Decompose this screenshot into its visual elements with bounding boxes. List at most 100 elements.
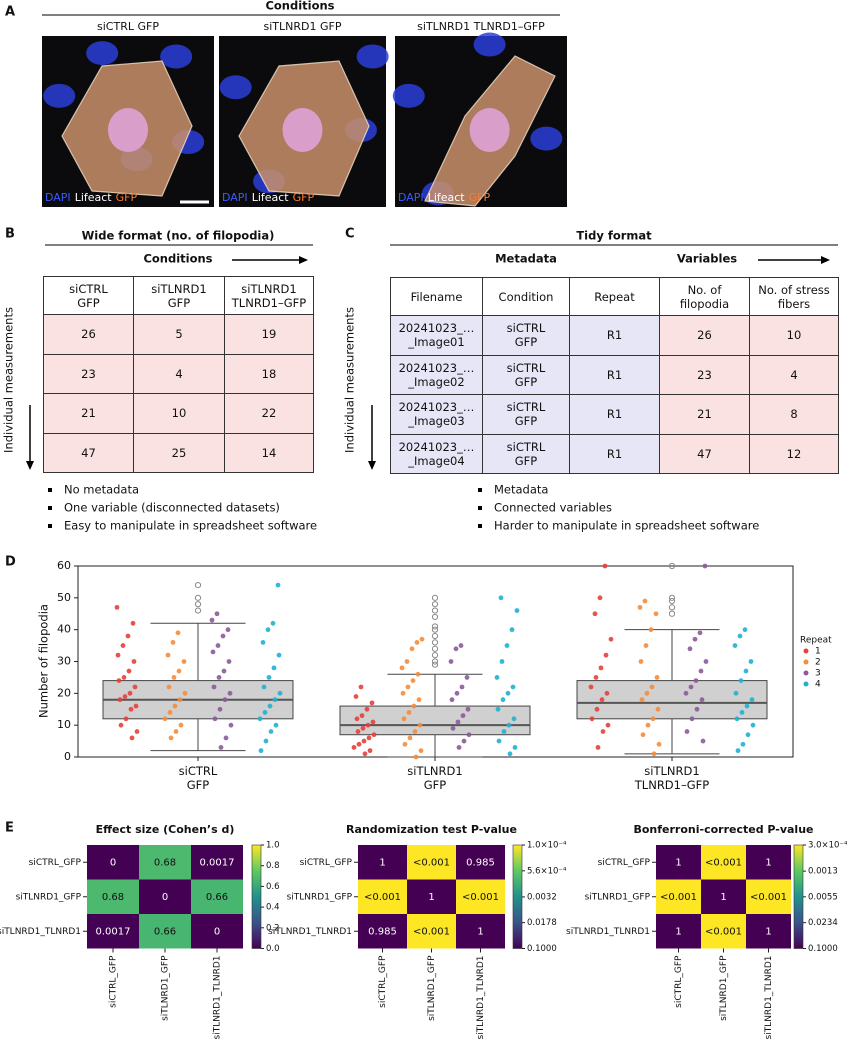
stain-label: Lifeact xyxy=(252,191,290,204)
cell-label: <0.001 xyxy=(364,892,401,903)
heatmap-title: Randomization test P-value xyxy=(346,823,517,836)
point xyxy=(275,582,281,588)
point xyxy=(128,706,134,712)
heatmap-cell xyxy=(407,914,456,949)
cell-label: 1 xyxy=(675,926,681,937)
colorbar-tick-label: 0.0013 xyxy=(808,867,838,877)
point xyxy=(598,665,604,671)
point xyxy=(455,719,461,725)
table-cell: 20241023_… _Image03 xyxy=(390,394,483,435)
point xyxy=(683,690,689,696)
nucleus xyxy=(43,83,76,108)
cell-label: 1 xyxy=(477,926,483,937)
point xyxy=(501,729,507,734)
table-cell: 26 xyxy=(659,315,750,356)
point xyxy=(399,665,405,671)
point xyxy=(744,703,750,709)
point xyxy=(225,627,231,633)
point xyxy=(640,732,646,738)
outlier xyxy=(431,626,439,633)
point xyxy=(226,659,232,664)
outlier xyxy=(431,601,439,608)
point xyxy=(592,611,598,617)
table-header: siTLNRD1 TLNRD1–GFP xyxy=(224,276,314,315)
point xyxy=(127,690,133,696)
point xyxy=(461,738,467,744)
point xyxy=(448,659,454,664)
table-header: No. of stress fibers xyxy=(749,277,839,316)
point xyxy=(178,722,184,728)
point xyxy=(132,684,138,690)
point xyxy=(510,684,516,690)
point xyxy=(129,735,135,741)
point xyxy=(653,611,659,617)
cell-label: 1 xyxy=(379,857,385,868)
table-cell: siCTRL GFP xyxy=(482,394,570,435)
point xyxy=(215,643,221,648)
table-title: Tidy format xyxy=(576,229,652,243)
point xyxy=(360,725,366,731)
outlier xyxy=(431,607,439,614)
nucleus xyxy=(392,83,425,108)
bullet-text: Connected variables xyxy=(494,501,612,515)
point xyxy=(417,722,423,728)
axis-caption: Conditions xyxy=(143,252,212,266)
y-tick-label: 40 xyxy=(57,623,71,636)
point xyxy=(130,620,136,626)
heatmap-cell xyxy=(456,914,505,949)
image-title: siCTRL GFP xyxy=(97,20,159,33)
point xyxy=(221,668,227,674)
point xyxy=(416,697,422,703)
point xyxy=(361,738,367,744)
point xyxy=(171,675,177,680)
heatmap-cell xyxy=(358,845,407,880)
point xyxy=(740,741,746,747)
point xyxy=(649,684,655,690)
point xyxy=(268,729,274,734)
legend-swatch xyxy=(803,659,809,665)
bullet xyxy=(48,524,52,528)
point xyxy=(600,729,606,734)
point xyxy=(407,735,413,741)
point xyxy=(743,668,749,674)
y-tick-label: 60 xyxy=(57,559,71,572)
table-cell: 20241023_… _Image01 xyxy=(390,315,483,356)
point xyxy=(209,617,215,623)
outlier xyxy=(194,582,202,589)
point xyxy=(211,684,217,690)
cell-nucleus xyxy=(282,108,323,153)
column-label: siTLNRD1_TLNRD1 xyxy=(213,956,223,1040)
point xyxy=(745,732,751,738)
point xyxy=(638,659,644,664)
outlier xyxy=(431,613,439,621)
point xyxy=(449,697,455,703)
point xyxy=(210,649,216,655)
heatmap-cell xyxy=(87,845,139,880)
heatmap-cell xyxy=(656,914,701,949)
panel-label: B xyxy=(5,227,15,242)
table-cell: 12 xyxy=(749,433,839,475)
point xyxy=(697,630,703,636)
heatmap-cell xyxy=(656,879,701,914)
point xyxy=(165,652,171,658)
cell-label: <0.001 xyxy=(750,892,787,903)
colorbar-tick-label: 0.0 xyxy=(266,944,280,954)
point xyxy=(181,659,187,664)
point xyxy=(644,690,650,696)
point xyxy=(687,646,693,652)
point xyxy=(603,652,609,658)
panel-label: A xyxy=(5,5,15,20)
point xyxy=(118,722,124,728)
stain-label: Lifeact xyxy=(75,191,113,204)
column-label: siTLNRD1_GFP xyxy=(719,955,729,1021)
outlier xyxy=(431,661,439,668)
cell-label: <0.001 xyxy=(705,857,742,868)
cell-label: 0.0017 xyxy=(200,857,235,868)
point xyxy=(500,697,506,703)
heatmap-cell xyxy=(407,845,456,880)
table-header: Repeat xyxy=(569,277,660,316)
point xyxy=(400,690,406,696)
table-header: Condition xyxy=(482,277,570,316)
arrow-head xyxy=(299,256,308,264)
